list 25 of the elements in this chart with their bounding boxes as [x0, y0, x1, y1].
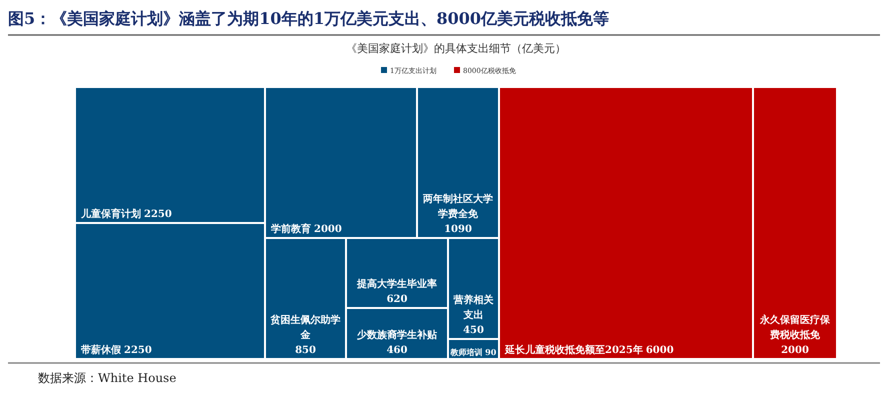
category-label: 营养相关支出: [452, 294, 494, 321]
data-label: 2000: [314, 224, 342, 235]
text: 《美国家庭计划》的具体支出细节（亿美元）: [346, 42, 566, 55]
data-label: 2250: [144, 209, 172, 220]
data-label: 6000: [646, 345, 674, 356]
category-label: 两年制社区大学学费全免: [422, 193, 493, 220]
data-label: 460: [386, 345, 408, 356]
category-label: 少数族裔学生补贴: [356, 329, 437, 341]
category-label: 贫困生佩尔助学金: [270, 314, 340, 341]
category-label: 学前教育: [271, 223, 311, 235]
data-label: 2000: [781, 345, 809, 356]
category-label: 儿童保育计划: [80, 208, 141, 220]
source-note: 数据来源：White House: [38, 371, 176, 385]
data-label: 90: [485, 347, 497, 357]
data-label: 850: [295, 345, 316, 356]
text: 图5：《美国家庭计划》涵盖了为期10年的1万亿美元支出、8000亿美元税收抵免等: [8, 9, 610, 28]
category-label: 带薪休假: [81, 344, 122, 356]
data-label: 620: [386, 294, 408, 305]
category-label: 永久保留医疗保费税收抵免: [759, 314, 831, 341]
category-label: 提高大学生毕业率: [356, 278, 437, 290]
data-label: 2250: [124, 345, 152, 356]
category-label: 教师培训: [450, 347, 483, 357]
category-label: 延长儿童税收抵免额至2025年: [504, 344, 643, 356]
data-label: 450: [463, 325, 484, 336]
data-label: 1090: [444, 224, 472, 235]
